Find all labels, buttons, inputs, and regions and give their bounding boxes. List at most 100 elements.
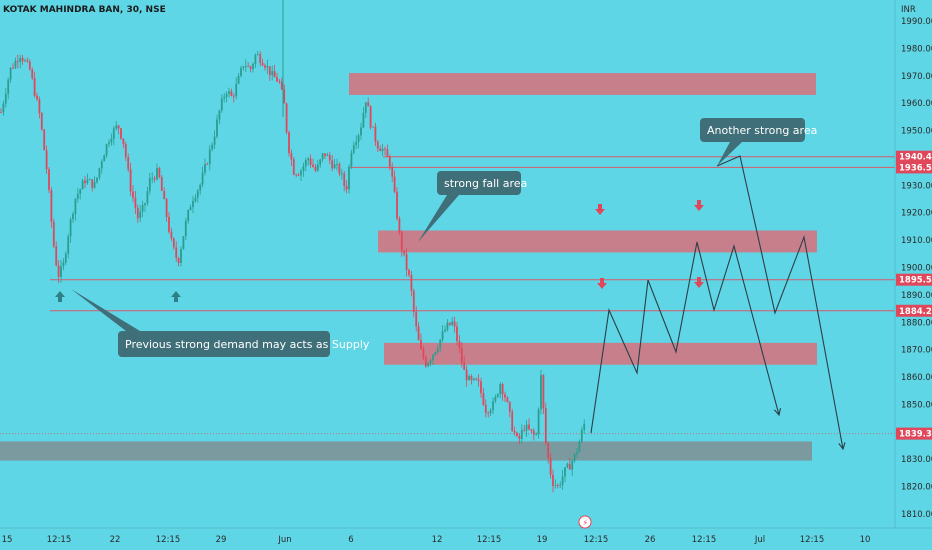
candle-body [547,442,550,458]
candle-body [504,394,506,398]
candle-body [129,169,132,192]
candle-body [561,476,564,485]
callout-box[interactable] [118,331,330,357]
candle-body [338,164,341,174]
candle-body [456,326,458,342]
candle-body [160,177,163,191]
candle-body [177,257,180,263]
candle-body [554,485,557,486]
down-arrow-icon[interactable] [694,282,704,288]
up-arrow-icon[interactable] [55,291,65,297]
candle-body [420,340,422,350]
down-arrow-icon[interactable] [697,200,701,205]
candle-body [348,166,350,190]
projection-path[interactable] [716,155,844,450]
down-arrow-icon[interactable] [597,283,607,289]
candle-body [254,54,257,64]
x-tick-label: 12 [432,535,443,545]
down-arrow-icon[interactable] [595,209,605,215]
zones-layer [0,73,817,461]
candle-body [583,423,586,431]
candle-body [105,144,108,156]
x-tick-label: 12:15 [692,535,717,545]
lightning-icon[interactable]: ⚡ [578,515,592,529]
x-tick-label: 26 [645,535,656,545]
candle-body [180,249,182,263]
x-tick-label: 12:15 [584,535,609,545]
price-tag-label: 1884.20 [899,307,932,317]
candle-body [256,54,259,55]
down-arrow-icon[interactable] [598,204,602,209]
candle-body [376,141,379,149]
candle-body [50,190,53,222]
candle-body [144,203,146,206]
candle-body [28,61,31,70]
candle-body [362,112,365,128]
price-tag [896,304,932,317]
down-arrow-icon[interactable] [694,205,704,211]
candle-body [482,393,485,405]
candle-body [499,384,502,395]
candle-body [290,153,293,160]
candle-body [187,210,190,221]
candle-body [451,321,454,325]
y-tick-label: 1820.00 [901,483,932,493]
candle-body [170,231,173,239]
demand-zone[interactable] [0,441,812,461]
candle-body [319,159,322,165]
candle-body [108,142,110,145]
candle-body [16,60,19,62]
candle-body [484,404,487,413]
supply-zone[interactable] [378,230,817,253]
price-axis[interactable]: 1990.00 1980.00 1970.00 1960.00 1950.00 1930.… [901,17,932,520]
candle-body [153,178,156,180]
candle-body [396,191,398,219]
candle-body [535,434,538,436]
candle-body [247,66,250,67]
candle-body [278,81,281,83]
currency-label: INR [901,5,916,15]
candle-body [571,460,574,470]
candle-body [19,57,22,62]
candle-body [410,274,413,291]
callout-pointer [418,195,459,242]
candle-body [196,190,199,198]
candle-body [55,246,58,266]
down-arrow-icon[interactable] [600,278,604,283]
candle-body [40,113,43,130]
supply-zone[interactable] [384,342,817,365]
up-arrow-icon[interactable] [174,297,178,302]
candle-body [285,103,288,133]
up-arrow-icon[interactable] [58,297,62,302]
up-arrow-icon[interactable] [171,291,181,297]
candle-body [292,159,295,175]
candle-body [532,430,535,435]
candle-body [24,60,26,62]
callout-text: Previous strong demand may acts as Suppl… [125,338,370,351]
candle-body [88,179,91,181]
price-tag [896,150,932,163]
callout-box[interactable] [437,171,521,195]
callout-box[interactable] [700,118,805,142]
projection-path[interactable] [590,241,780,434]
candle-body [501,384,504,395]
candle-body [453,321,456,327]
candle-body [64,253,67,263]
candle-body [115,125,118,129]
candle-body [576,452,578,454]
candle-body [360,127,362,136]
candle-body [276,77,278,82]
price-tag-label: 1936.55 [899,163,932,173]
candle-body [513,431,516,433]
candle-body [288,132,290,154]
candle-body [475,378,478,380]
down-arrow-icon[interactable] [697,277,701,282]
candle-body [211,144,214,150]
candle-body [21,57,24,62]
time-axis[interactable]: 15 12:15 22 12:15 29 Jun 6 12 12:15 19 12:15 26 12:1… [2,535,871,545]
candle-body [7,79,10,94]
supply-zone[interactable] [349,73,816,95]
candle-body [432,354,434,361]
candle-body [283,89,286,104]
